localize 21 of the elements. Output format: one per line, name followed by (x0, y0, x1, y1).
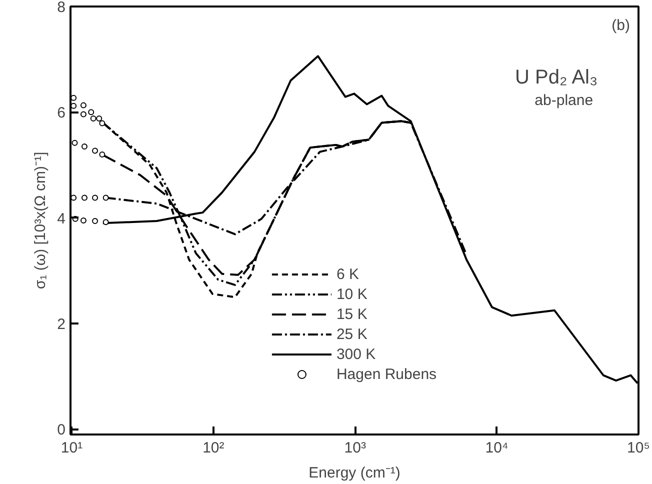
x-tick-label: 10⁴ (485, 440, 508, 456)
legend-label: 6 K (336, 266, 359, 282)
annotation: (b) (612, 17, 630, 34)
legend-label: 300 K (336, 346, 376, 362)
x-axis-title: Energy (cm⁻¹) (308, 464, 400, 482)
y-tick-label: 4 (57, 210, 66, 228)
legend-label: 15 K (336, 306, 368, 322)
legend-label: 10 K (336, 286, 368, 302)
y-tick-label: 2 (57, 316, 66, 334)
annotation: U Pd₂ Al₃ (515, 66, 598, 88)
y-tick-label: 0 (57, 422, 66, 439)
legend-label: Hagen Rubens (336, 366, 437, 382)
x-tick-label: 10² (202, 440, 224, 456)
annotation: ab-plane (534, 92, 594, 110)
legend-label: 25 K (336, 326, 368, 342)
y-tick-label: 8 (57, 0, 66, 16)
x-tick-label: 10⁵ (627, 440, 650, 456)
y-tick-label: 6 (57, 104, 66, 122)
x-tick-label: 10¹ (60, 440, 83, 456)
x-tick-label: 10³ (344, 440, 366, 456)
y-axis-title: σ₁ (ω) [10³x(Ω cm)⁻¹] (32, 152, 50, 290)
